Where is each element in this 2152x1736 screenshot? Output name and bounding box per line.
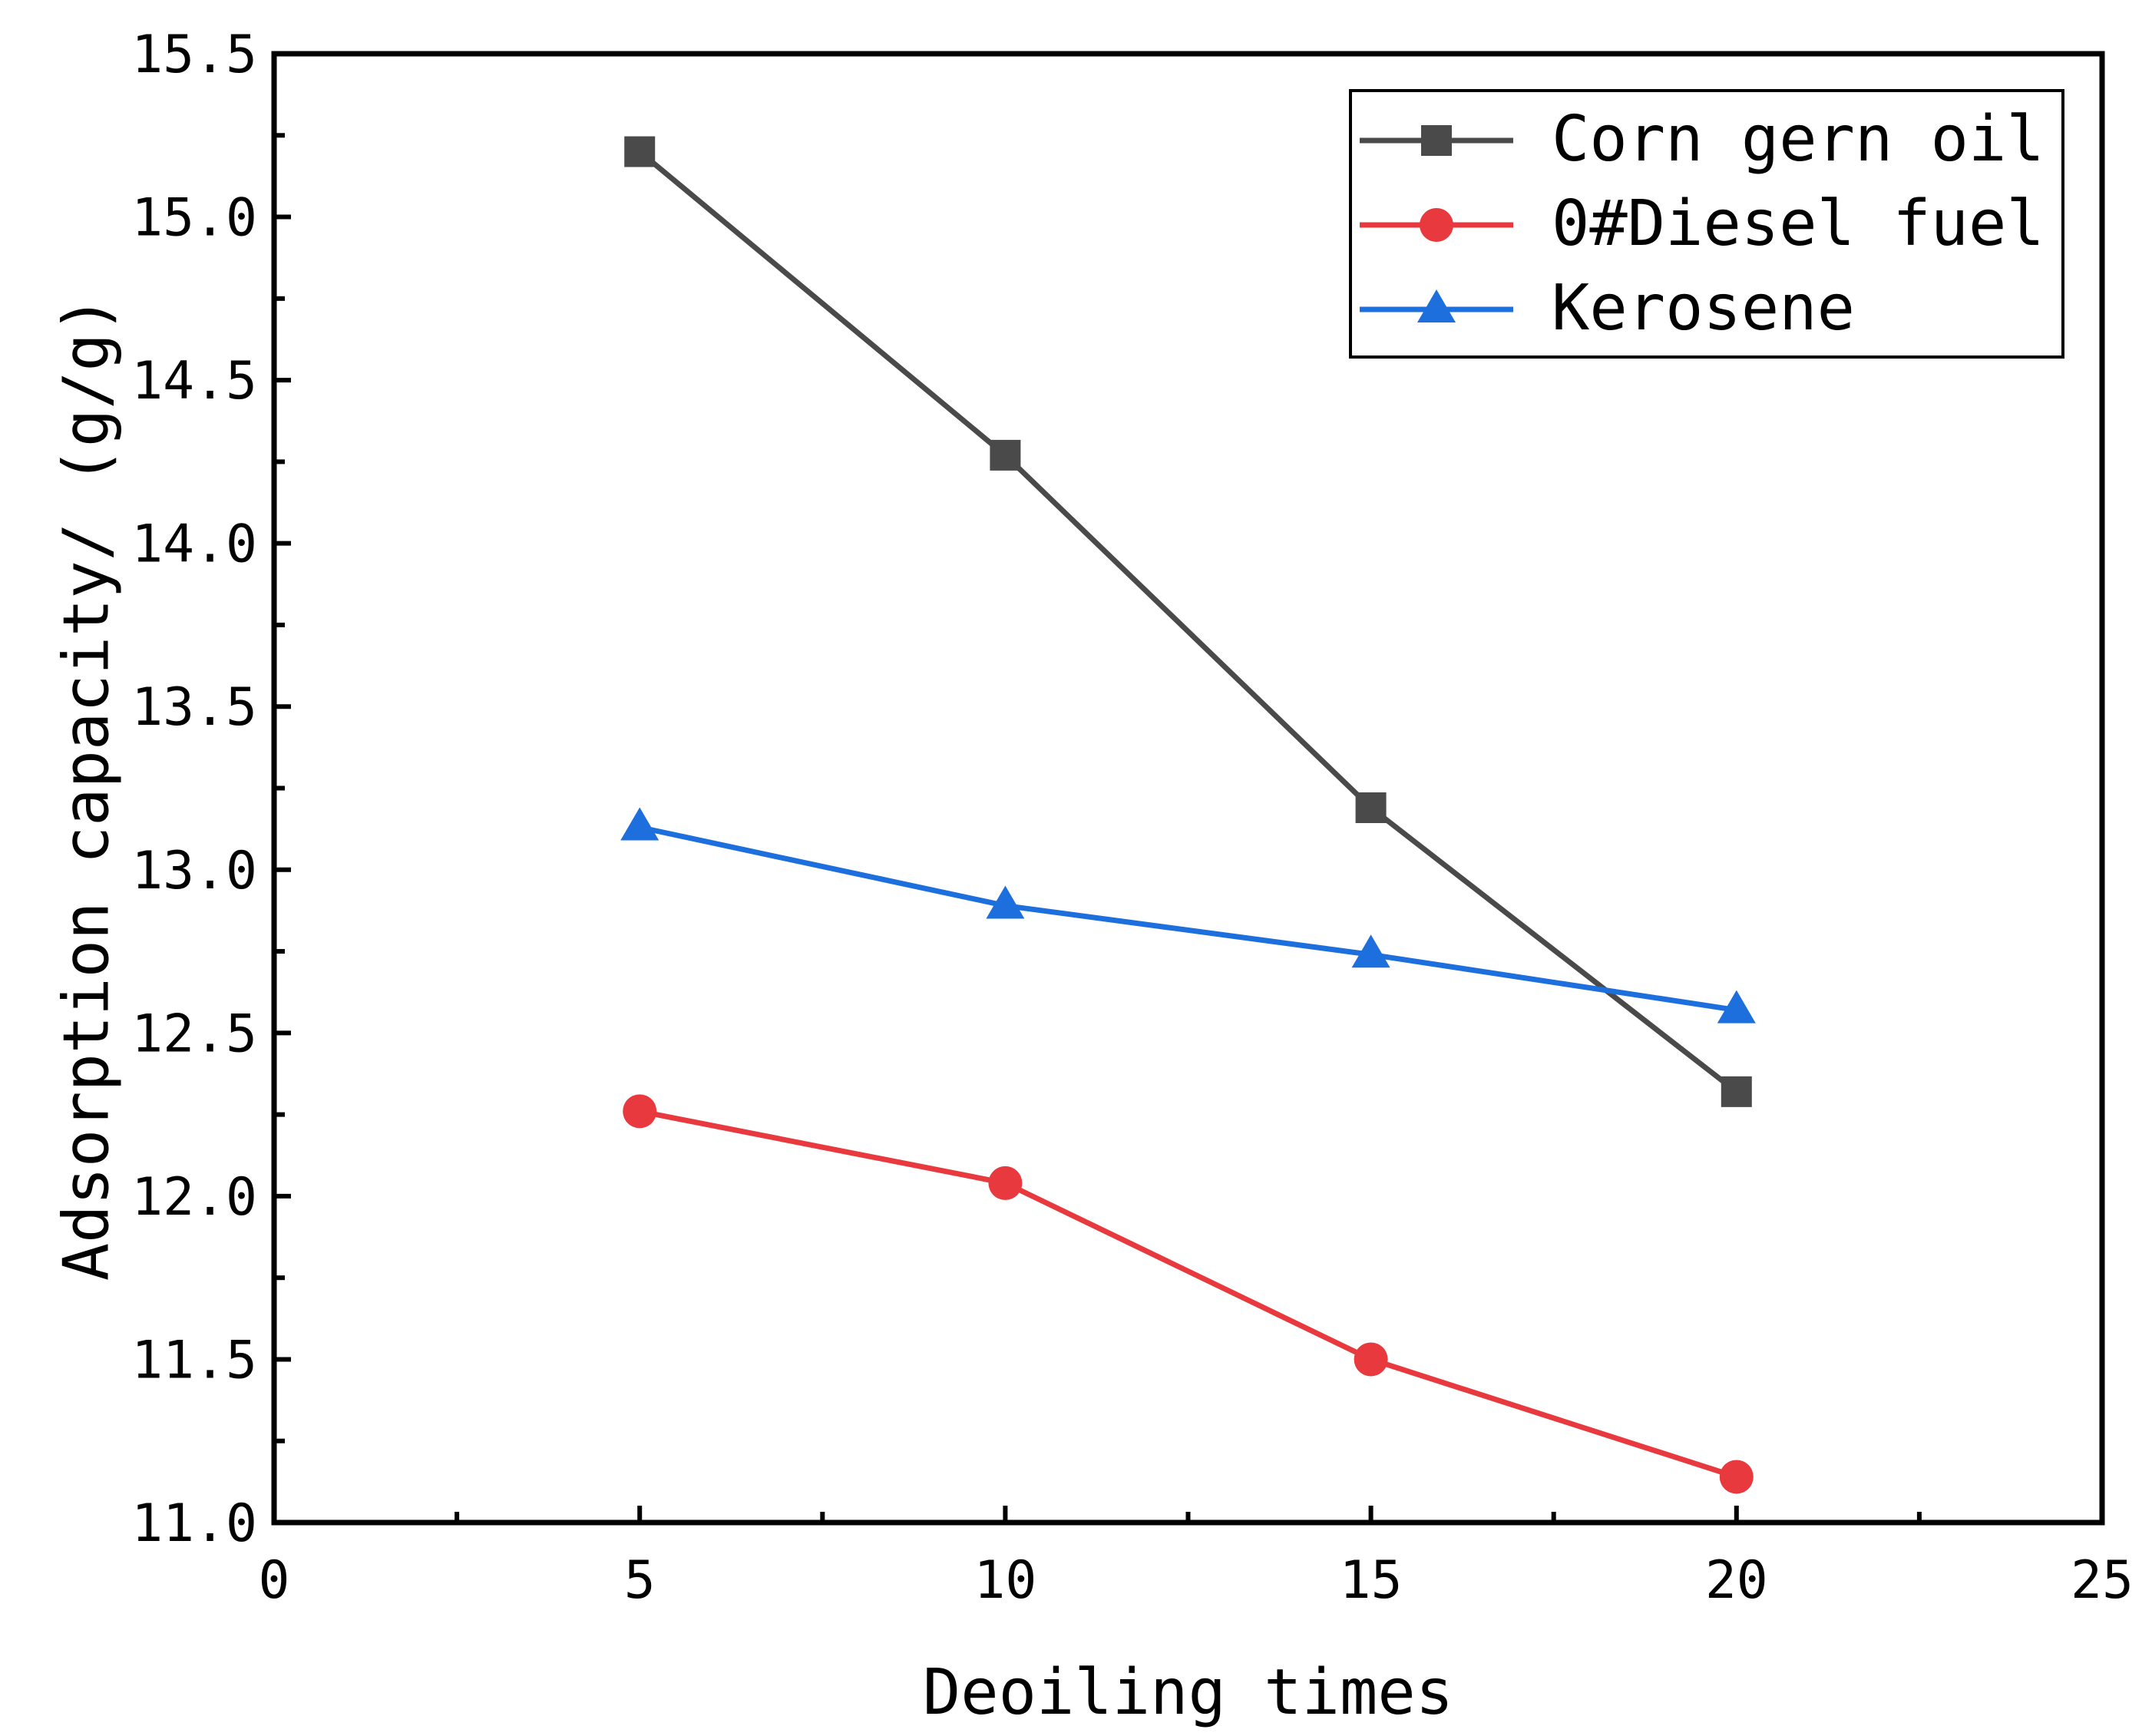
data-point-corn-gern-oil: [1355, 792, 1387, 824]
y-tick-label: 12.0: [131, 1167, 257, 1228]
legend-marker-0-diesel-fuel: [1420, 208, 1453, 242]
y-tick-label: 13.0: [131, 841, 257, 901]
y-tick-label: 12.5: [131, 1004, 257, 1064]
series-0-diesel-fuel: [623, 1094, 1754, 1494]
data-point-corn-gern-oil: [1721, 1076, 1752, 1107]
x-tick-label: 20: [1705, 1550, 1768, 1611]
x-tick-label: 0: [259, 1550, 290, 1611]
series-group: [620, 136, 1756, 1494]
data-point-kerosene: [620, 807, 659, 841]
data-point-kerosene: [986, 885, 1025, 919]
data-point-kerosene: [1351, 934, 1390, 968]
x-tick-label: 25: [2071, 1550, 2134, 1611]
data-point-corn-gern-oil: [624, 136, 656, 167]
series-corn-gern-oil: [624, 136, 1752, 1107]
x-tick-label: 10: [974, 1550, 1036, 1611]
y-tick-label: 11.5: [131, 1330, 257, 1390]
series-line-0-diesel-fuel: [639, 1108, 1737, 1480]
data-point-corn-gern-oil: [990, 439, 1021, 471]
y-axis-title: Adsorption capacity/ (g/g): [50, 296, 123, 1281]
data-point-0-diesel-fuel: [1354, 1342, 1388, 1377]
x-axis-title: Deoiling times: [923, 1656, 1453, 1729]
y-tick-label: 14.0: [131, 514, 257, 575]
data-point-0-diesel-fuel: [1719, 1460, 1754, 1494]
legend-marker-corn-gern-oil: [1421, 125, 1452, 156]
y-tick-label: 11.0: [131, 1493, 257, 1554]
x-tick-label: 5: [624, 1550, 656, 1611]
y-tick-label: 15.5: [131, 25, 257, 85]
y-tick-label: 15.0: [131, 188, 257, 249]
axis-ticks: [272, 51, 2104, 1525]
legend-label-corn-gern-oil: Corn gern oil: [1552, 103, 2045, 176]
y-tick-label: 14.5: [131, 351, 257, 412]
axis-tick-labels: 0 5 10 15 20 25 11.0 11.5 12.0 12.5 13.0 13.5 14.0 14…: [131, 25, 2134, 1611]
legend-label-0-diesel-fuel: 0#Diesel fuel: [1552, 187, 2045, 260]
legend-marker-kerosene: [1417, 289, 1456, 322]
legend: Corn gern oil 0#Diesel fuel Kerosene: [1349, 89, 2064, 359]
y-tick-label: 13.5: [131, 677, 257, 738]
legend-label-kerosene: Kerosene: [1552, 272, 1855, 345]
series-line-kerosene: [639, 825, 1737, 1013]
series-line-corn-gern-oil: [637, 149, 1738, 1094]
data-point-0-diesel-fuel: [623, 1094, 657, 1129]
data-point-kerosene: [1717, 990, 1756, 1023]
series-kerosene: [620, 807, 1756, 1023]
data-point-0-diesel-fuel: [988, 1166, 1023, 1200]
x-tick-label: 15: [1340, 1550, 1403, 1611]
